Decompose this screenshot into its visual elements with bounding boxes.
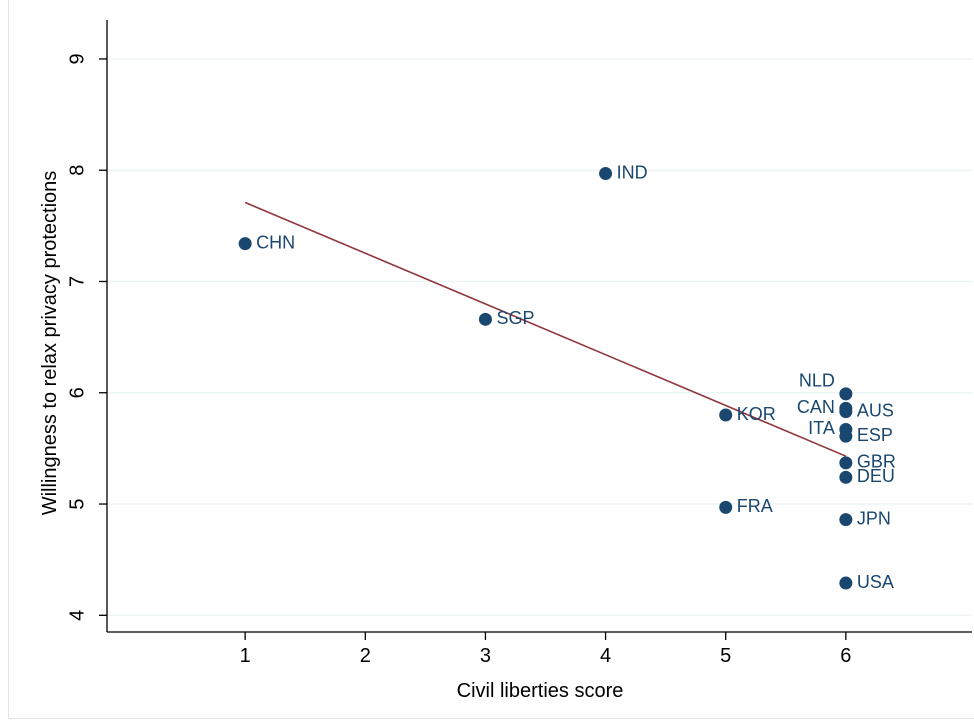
x-tick-label: 1 [240, 645, 251, 667]
axes [106, 20, 972, 633]
x-tick-label: 3 [480, 645, 491, 667]
y-ticks: 4 5 6 7 8 9 [66, 53, 107, 621]
y-tick-label: 9 [66, 53, 88, 64]
y-tick-label: 7 [66, 276, 88, 287]
point-label-nld: NLD [799, 371, 835, 391]
y-axis-label: Willingness to relax privacy protections [39, 171, 61, 516]
point-label-ind: IND [617, 162, 648, 182]
data-points [238, 167, 853, 590]
point-label-kor: KOR [737, 404, 776, 424]
point-esp [839, 429, 853, 443]
point-jpn [839, 513, 853, 527]
frame-border [8, 0, 974, 719]
point-label-ita: ITA [808, 418, 835, 438]
point-label-deu: DEU [857, 466, 895, 486]
fitted-line [244, 201, 847, 457]
x-tick-label: 4 [600, 645, 611, 667]
point-ind [599, 167, 613, 181]
y-tick-label: 6 [66, 387, 88, 398]
point-nld [839, 387, 853, 401]
point-label-gbr: GBR [857, 452, 896, 472]
point-label-esp: ESP [857, 425, 893, 445]
point-label-aus: AUS [857, 400, 894, 420]
x-tick-label: 5 [720, 645, 731, 667]
y-tick-label: 5 [66, 498, 88, 509]
point-label-sgp: SGP [496, 308, 534, 328]
point-sgp [478, 312, 492, 326]
point-usa [839, 576, 853, 590]
point-label-usa: USA [857, 572, 894, 592]
y-tick-label: 8 [66, 165, 88, 176]
point-chn [238, 237, 252, 251]
grid-lines [107, 58, 972, 616]
fitted-line-group [244, 201, 847, 457]
x-axis-label: Civil liberties score [457, 680, 624, 702]
point-fra [719, 500, 733, 514]
point-gbr [839, 456, 853, 470]
x-ticks: 1 2 3 4 5 6 [240, 632, 851, 667]
point-label-chn: CHN [256, 232, 295, 252]
x-tick-label: 2 [360, 645, 371, 667]
point-aus [839, 405, 853, 419]
point-label-jpn: JPN [857, 508, 891, 528]
point-label-can: CAN [797, 397, 835, 417]
point-kor [719, 408, 733, 422]
x-tick-label: 6 [840, 645, 851, 667]
point-label-fra: FRA [737, 496, 773, 516]
y-tick-label: 4 [66, 610, 88, 621]
point-deu [839, 470, 853, 484]
